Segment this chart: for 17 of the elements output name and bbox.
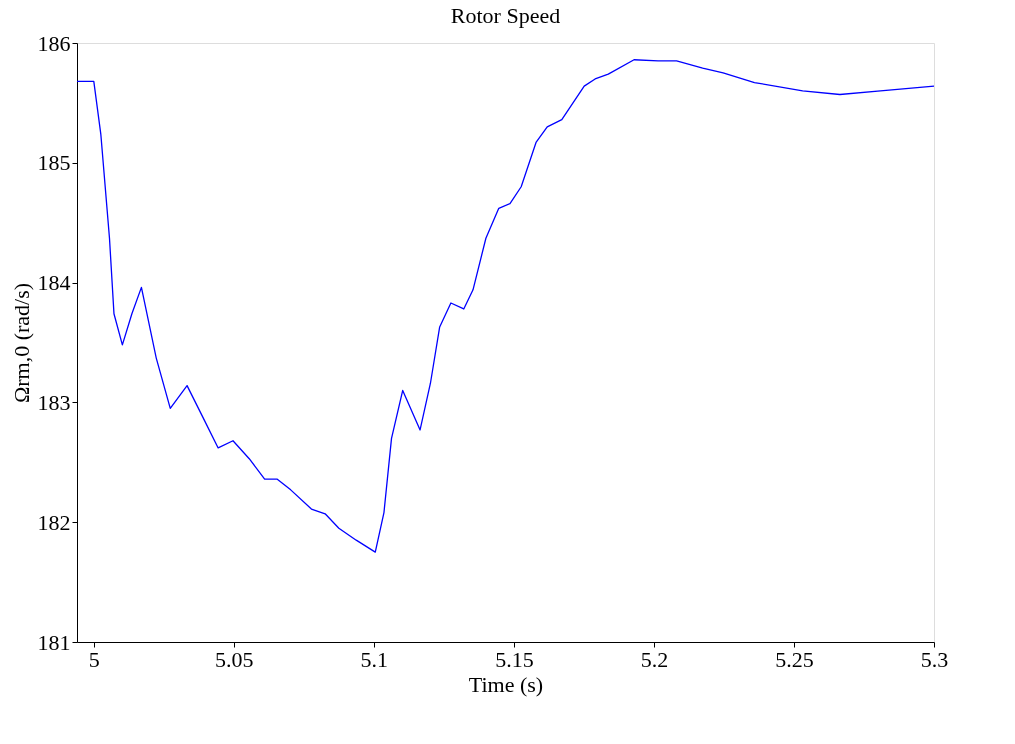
y-tick-label: 186 [37, 30, 71, 56]
x-tick-label: 5.15 [495, 646, 534, 672]
x-tick-label: 5 [88, 646, 100, 672]
x-axis-title: Time (s) [468, 671, 544, 697]
x-tick-label: 5.2 [640, 646, 669, 672]
y-tick-label: 184 [37, 270, 71, 296]
y-tick-label: 181 [37, 629, 71, 655]
line-series [76, 59, 935, 553]
y-tick-label: 182 [37, 509, 71, 535]
x-tick-label: 5.05 [215, 646, 254, 672]
chart-title: Rotor Speed [450, 3, 561, 28]
y-tick-label: 185 [37, 150, 71, 176]
x-tick-label: 5.3 [920, 646, 949, 672]
y-axis-title: Ωrm,0 (rad/s) [8, 282, 34, 404]
x-tick-label: 5.25 [775, 646, 814, 672]
x-tick-label: 5.1 [360, 646, 389, 672]
y-tick-label: 183 [37, 389, 71, 415]
